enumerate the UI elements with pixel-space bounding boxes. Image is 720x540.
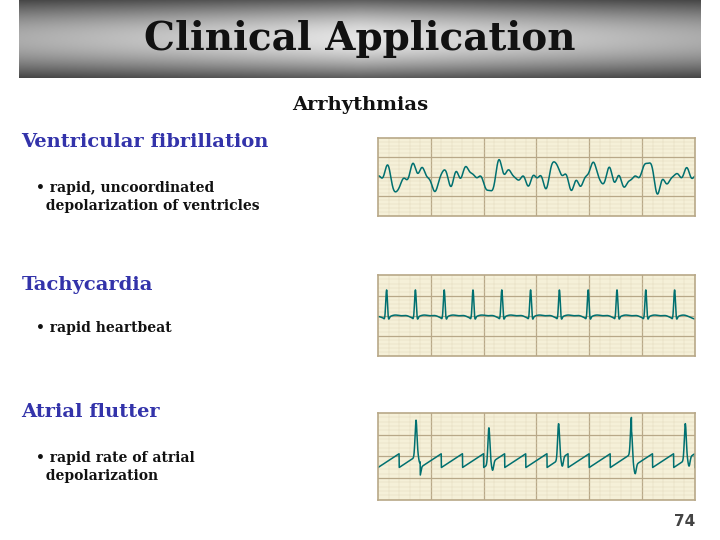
Text: Clinical Application: Clinical Application — [144, 20, 576, 58]
Text: • rapid, uncoordinated
  depolarization of ventricles: • rapid, uncoordinated depolarization of… — [36, 181, 260, 213]
Text: • rapid rate of atrial
  depolarization: • rapid rate of atrial depolarization — [36, 451, 194, 483]
Text: • rapid heartbeat: • rapid heartbeat — [36, 321, 171, 335]
Text: Arrhythmias: Arrhythmias — [292, 96, 428, 114]
Text: Tachycardia: Tachycardia — [22, 276, 153, 294]
Text: Atrial flutter: Atrial flutter — [22, 403, 161, 421]
Text: 74: 74 — [673, 514, 695, 529]
Text: Ventricular fibrillation: Ventricular fibrillation — [22, 133, 269, 151]
